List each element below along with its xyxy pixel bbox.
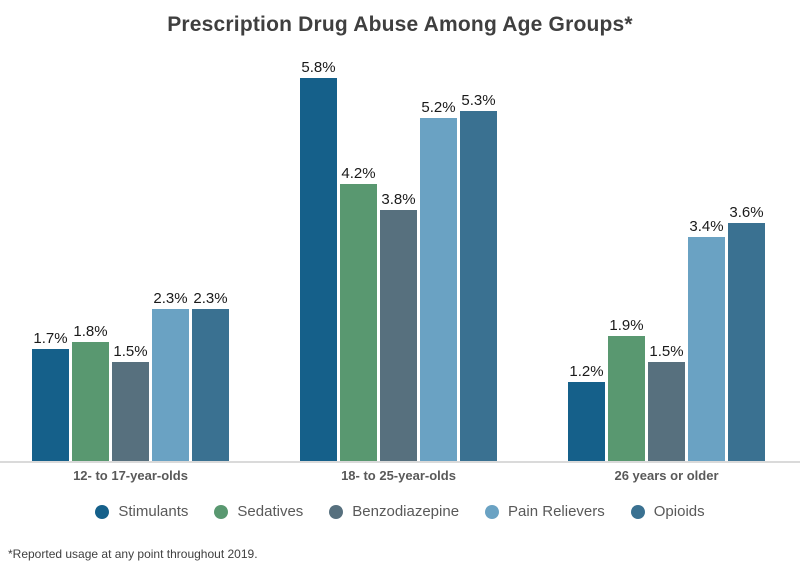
bar-column-sedatives: 4.2% — [340, 165, 377, 461]
bar-column-benzodiazepine: 1.5% — [112, 343, 149, 461]
bar-stimulants — [568, 382, 605, 461]
legend-swatch-icon — [329, 504, 344, 519]
bar-column-pain-relievers: 5.2% — [420, 99, 457, 461]
bar-group-18-to-25-year-olds: 5.8% 4.2% 3.8% 5.2% 5.3% — [300, 59, 497, 461]
legend-swatch-icon — [630, 504, 645, 519]
bar-value-label: 1.5% — [649, 342, 684, 360]
x-axis-line — [0, 461, 800, 463]
category-label-26-years-or-older: 26 years or older — [614, 468, 719, 483]
bar-pain-relievers — [152, 309, 189, 461]
bar-column-opioids: 5.3% — [460, 92, 497, 461]
bar-sedatives — [340, 184, 377, 461]
bar-pain-relievers — [420, 118, 457, 461]
bar-value-label: 5.8% — [301, 58, 336, 76]
legend-item-sedatives: Sedatives — [214, 503, 303, 520]
bar-benzodiazepine — [380, 210, 417, 461]
legend-label: Pain Relievers — [508, 503, 605, 520]
bar-column-benzodiazepine: 3.8% — [380, 191, 417, 461]
bar-column-stimulants: 5.8% — [300, 59, 337, 461]
bar-column-pain-relievers: 2.3% — [152, 290, 189, 461]
bar-column-opioids: 2.3% — [192, 290, 229, 461]
bar-value-label: 3.6% — [729, 203, 764, 221]
bar-group-12-to-17-year-olds: 1.7% 1.8% 1.5% 2.3% 2.3% — [32, 290, 229, 461]
legend-swatch-icon — [214, 504, 229, 519]
legend-item-stimulants: Stimulants — [95, 503, 188, 520]
legend-label: Sedatives — [237, 503, 304, 520]
legend-item-benzodiazepine: Benzodiazepine — [329, 503, 459, 520]
bar-column-benzodiazepine: 1.5% — [648, 343, 685, 461]
plot-area: 1.7% 1.8% 1.5% 2.3% 2.3% 5.8% 4.2% 3.8% 5.2% 5.3%… — [0, 55, 800, 461]
footnote: *Reported usage at any point throughout … — [8, 547, 258, 561]
bar-benzodiazepine — [112, 362, 149, 461]
bar-column-sedatives: 1.8% — [72, 323, 109, 461]
category-label-12-to-17-year-olds: 12- to 17-year-olds — [73, 468, 188, 483]
bar-value-label: 1.8% — [73, 322, 108, 340]
bar-value-label: 5.3% — [461, 91, 496, 109]
bar-opioids — [460, 111, 497, 461]
bar-stimulants — [32, 349, 69, 461]
bar-value-label: 1.5% — [113, 342, 148, 360]
legend: Stimulants Sedatives Benzodiazepine Pain Re… — [0, 503, 800, 520]
bar-column-stimulants: 1.2% — [568, 363, 605, 461]
bar-sedatives — [608, 336, 645, 461]
bar-opioids — [728, 223, 765, 461]
bar-column-opioids: 3.6% — [728, 204, 765, 461]
bar-value-label: 4.2% — [341, 164, 376, 182]
bar-sedatives — [72, 342, 109, 461]
legend-label: Stimulants — [118, 503, 189, 520]
bar-value-label: 1.9% — [609, 316, 644, 334]
legend-item-pain-relievers: Pain Relievers — [485, 503, 605, 520]
category-labels-row: 12- to 17-year-olds 18- to 25-year-olds 26… — [0, 463, 800, 483]
bar-value-label: 2.3% — [193, 289, 228, 307]
bar-opioids — [192, 309, 229, 461]
chart-title: Prescription Drug Abuse Among Age Groups… — [167, 13, 633, 36]
bar-group-26-years-or-older: 1.2% 1.9% 1.5% 3.4% 3.6% — [568, 204, 765, 461]
bar-value-label: 1.2% — [569, 362, 604, 380]
bar-value-label: 1.7% — [33, 329, 68, 347]
bar-benzodiazepine — [648, 362, 685, 461]
legend-label: Benzodiazepine — [352, 503, 460, 520]
legend-item-opioids: Opioids — [630, 503, 705, 520]
legend-swatch-icon — [485, 504, 500, 519]
bar-pain-relievers — [688, 237, 725, 461]
bar-column-sedatives: 1.9% — [608, 317, 645, 461]
bar-column-pain-relievers: 3.4% — [688, 218, 725, 461]
bar-value-label: 3.4% — [689, 217, 724, 235]
bar-value-label: 2.3% — [153, 289, 188, 307]
bar-value-label: 5.2% — [421, 98, 456, 116]
bar-column-stimulants: 1.7% — [32, 330, 69, 461]
category-label-18-to-25-year-olds: 18- to 25-year-olds — [341, 468, 456, 483]
bar-value-label: 3.8% — [381, 190, 416, 208]
bar-stimulants — [300, 78, 337, 461]
legend-swatch-icon — [95, 504, 110, 519]
bar-groups: 1.7% 1.8% 1.5% 2.3% 2.3% 5.8% 4.2% 3.8% 5.2% 5.3%… — [32, 55, 765, 461]
legend-label: Opioids — [653, 503, 705, 520]
